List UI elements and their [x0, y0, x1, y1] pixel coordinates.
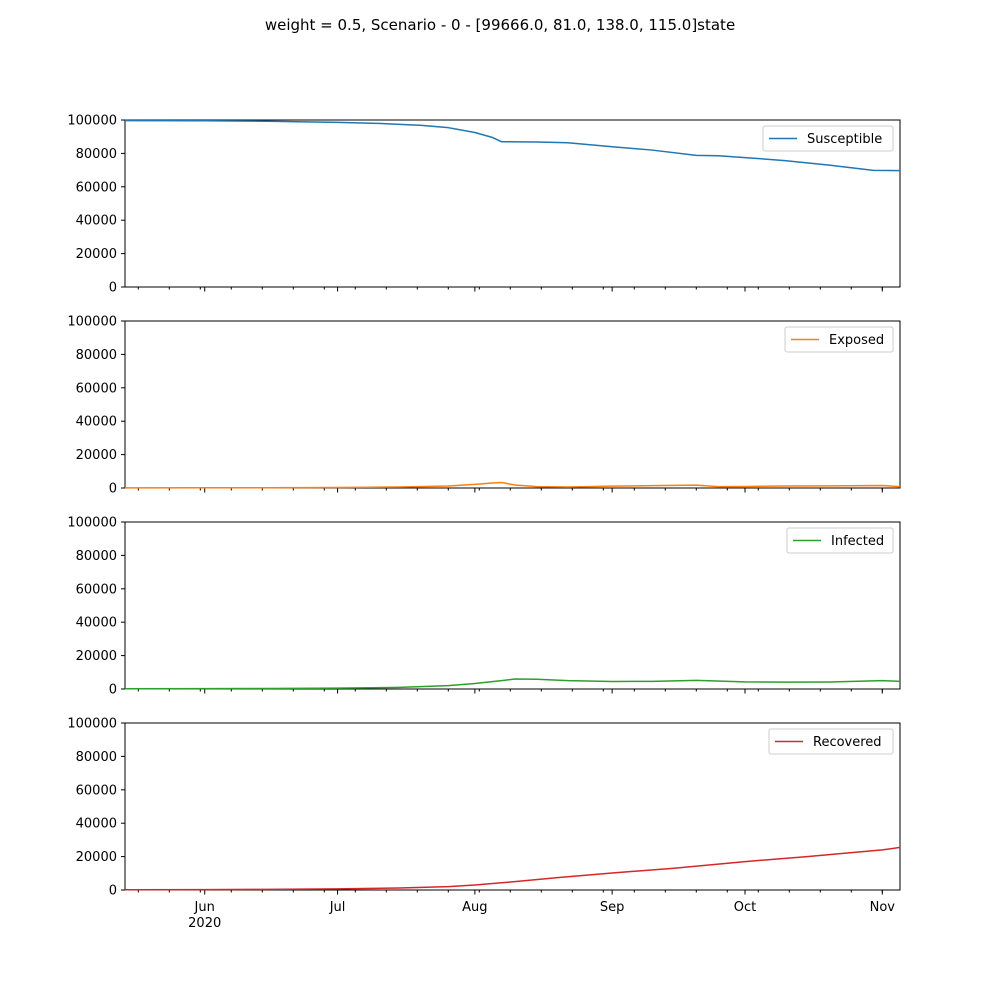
axes-frame-susceptible	[124, 119, 901, 288]
y-tick-label: 80000	[76, 750, 117, 765]
y-tick-label: 20000	[76, 247, 117, 262]
series-line-exposed	[124, 481, 901, 489]
legend-box-exposed	[784, 326, 894, 353]
y-tick-label: 40000	[76, 214, 117, 229]
y-tick-label: 20000	[76, 649, 117, 664]
legend-box-infected	[786, 527, 894, 554]
x-tick-label: Aug	[462, 900, 487, 915]
x-tick-label: Oct	[734, 900, 756, 915]
y-tick-label: 0	[109, 884, 117, 899]
y-tick-label: 40000	[76, 616, 117, 631]
axes-frame-recovered	[124, 722, 901, 891]
legend-label-infected: Infected	[831, 534, 884, 549]
y-tick-label: 60000	[76, 381, 117, 396]
y-tick-label: 100000	[67, 114, 117, 129]
y-tick-label: 0	[109, 683, 117, 698]
y-tick-label: 80000	[76, 549, 117, 564]
y-tick-label: 60000	[76, 783, 117, 798]
y-tick-label: 100000	[67, 717, 117, 732]
y-tick-label: 40000	[76, 817, 117, 832]
y-tick-label: 80000	[76, 348, 117, 363]
x-tick-label: Sep	[600, 900, 625, 915]
series-line-recovered	[124, 846, 901, 891]
series-line-susceptible	[124, 119, 901, 172]
legend-box-recovered	[768, 728, 894, 755]
x-tick-sublabel: 2020	[188, 916, 221, 931]
y-tick-label: 20000	[76, 850, 117, 865]
y-tick-label: 100000	[67, 516, 117, 531]
axes-frame-infected	[124, 521, 901, 690]
axes-frame-exposed	[124, 320, 901, 489]
x-tick-label: Jun	[194, 900, 215, 915]
legend-label-exposed: Exposed	[829, 333, 884, 348]
y-tick-label: 100000	[67, 315, 117, 330]
y-tick-label: 60000	[76, 180, 117, 195]
legend-box-susceptible	[762, 125, 894, 152]
y-tick-label: 80000	[76, 147, 117, 162]
figure-title: weight = 0.5, Scenario - 0 - [99666.0, 8…	[264, 16, 736, 34]
x-tick-label: Jul	[329, 900, 346, 915]
y-tick-label: 0	[109, 281, 117, 296]
series-line-infected	[124, 678, 901, 690]
y-tick-label: 20000	[76, 448, 117, 463]
legend-label-susceptible: Susceptible	[807, 132, 882, 147]
x-tick-label: Nov	[870, 900, 896, 915]
y-tick-label: 60000	[76, 582, 117, 597]
y-tick-label: 0	[109, 482, 117, 497]
y-tick-label: 40000	[76, 415, 117, 430]
legend-label-recovered: Recovered	[813, 735, 882, 750]
